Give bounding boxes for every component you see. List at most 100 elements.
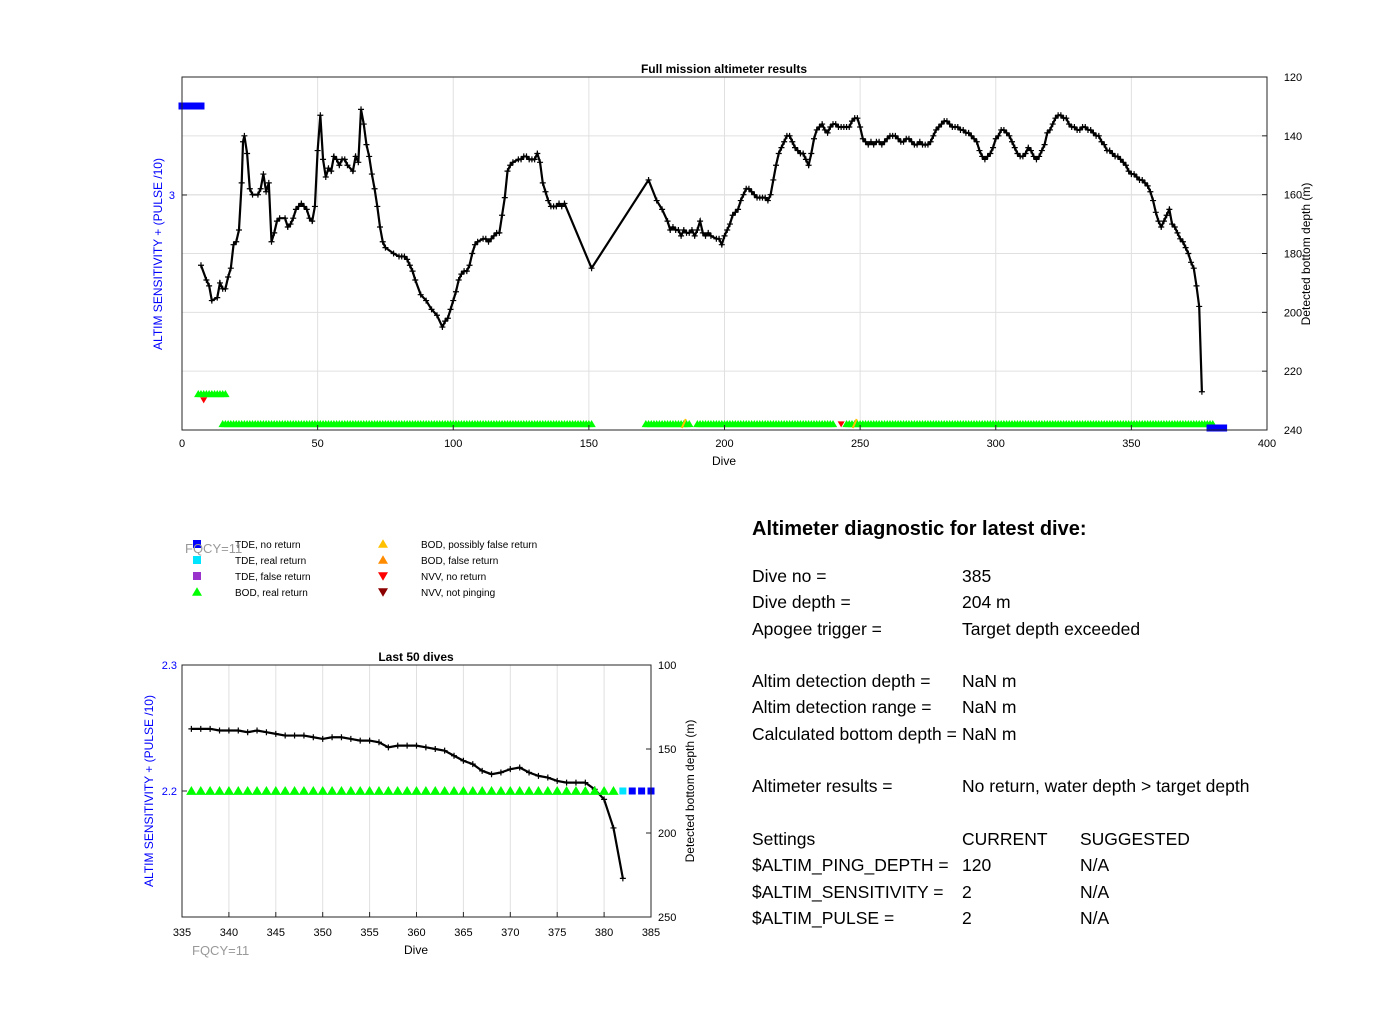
bottom-x-tick-label: 370 xyxy=(501,927,519,939)
bottom-x-tick-label: 350 xyxy=(314,927,332,939)
legend-label: NVV, no return xyxy=(421,572,486,583)
bottom-right-tick-label: 250 xyxy=(658,912,676,924)
legend-marker xyxy=(378,539,388,548)
bottom-x-tick-label: 335 xyxy=(173,927,191,939)
top-x-tick-label: 350 xyxy=(1122,438,1140,450)
dive-no-label: Dive no = xyxy=(752,566,827,586)
tde-no-return-marker xyxy=(1220,424,1228,432)
bod-real-return-marker xyxy=(336,786,347,795)
setting-current: 2 xyxy=(962,907,972,928)
suggested-header: SUGGESTED xyxy=(1080,828,1190,849)
setting-row: $ALTIM_SENSITIVITY = 2 N/A xyxy=(752,879,1372,905)
bod-real-return-marker xyxy=(458,786,469,795)
bod-real-return-marker xyxy=(355,786,366,795)
bod-real-return-marker xyxy=(364,786,375,795)
legend-label: TDE, false return xyxy=(235,572,311,583)
bod-real-return-marker xyxy=(542,786,554,795)
results-label: Altimeter results = xyxy=(752,776,893,797)
bod-real-return-marker xyxy=(587,420,596,428)
fqcy-label: FQCY=11 xyxy=(192,943,249,958)
top-x-tick-label: 0 xyxy=(179,438,185,450)
top-x-tick-label: 250 xyxy=(851,438,869,450)
diagnostic-panel: Altimeter diagnostic for latest dive: Di… xyxy=(752,518,1372,931)
bottom-x-tick-label: 375 xyxy=(548,927,566,939)
legend-marker xyxy=(193,556,201,564)
apogee-label: Apogee trigger = xyxy=(752,618,882,639)
top-x-tick-label: 300 xyxy=(987,438,1005,450)
fqcy-label-legend: FQCY=11 xyxy=(185,541,242,556)
legend-label: BOD, possibly false return xyxy=(421,540,537,551)
top-x-tick-label: 400 xyxy=(1258,438,1276,450)
setting-name: $ALTIM_SENSITIVITY = xyxy=(752,881,944,902)
bottom-depth-line xyxy=(199,109,1203,392)
setting-current: 2 xyxy=(962,881,972,902)
legend-label: TDE, real return xyxy=(235,556,306,567)
bod-real-return-marker xyxy=(270,786,281,795)
bod-real-return-marker xyxy=(561,786,572,795)
bottom-x-tick-label: 380 xyxy=(595,927,613,939)
full-mission-chart: 0 50 100 150 200 250 300 350 400 120 140 160 180 200 2… xyxy=(151,62,1313,468)
bod-real-return-marker xyxy=(467,786,478,795)
top-left-axis-label: ALTIM SENSITIVITY + (PULSE /10) xyxy=(151,158,165,350)
top-right-tick-label: 140 xyxy=(1284,131,1302,143)
spacer xyxy=(752,800,1372,826)
top-right-tick-label: 220 xyxy=(1284,366,1302,378)
tde-marker xyxy=(619,787,627,795)
legend-marker xyxy=(193,572,201,580)
bod-real-return-marker xyxy=(439,786,450,795)
dive-depth-row: Dive depth = 204 m xyxy=(752,589,1372,615)
bod-real-return-marker xyxy=(476,786,488,795)
detection-depth-value: NaN m xyxy=(962,671,1017,692)
legend-marker xyxy=(192,587,202,596)
bod-real-return-marker xyxy=(401,786,413,795)
bod-real-return-marker xyxy=(186,786,197,795)
calc-bottom-depth-row: Calculated bottom depth = NaN m xyxy=(752,721,1372,747)
bod-real-return-marker xyxy=(448,786,460,795)
bod-real-return-marker xyxy=(514,786,525,795)
bod-real-return-marker xyxy=(251,786,263,795)
bod-real-return-marker xyxy=(242,786,253,795)
bottom-chart-title: Last 50 dives xyxy=(378,650,454,664)
bod-real-return-marker xyxy=(420,786,432,795)
top-marks xyxy=(178,102,1228,432)
bottom-marks xyxy=(186,725,655,882)
bod-real-return-marker xyxy=(598,786,610,795)
bottom-x-tick-label: 340 xyxy=(220,927,238,939)
top-x-tick-label: 100 xyxy=(444,438,462,450)
legend-marker xyxy=(193,540,201,548)
bod-real-return-marker xyxy=(233,786,244,795)
bod-real-return-marker xyxy=(411,786,422,795)
setting-current: 120 xyxy=(962,855,992,876)
legend-marker xyxy=(378,572,388,581)
bottom-right-tick-label: 150 xyxy=(658,744,676,756)
bod-real-return-marker xyxy=(580,786,591,795)
top-right-tick-label: 200 xyxy=(1284,307,1302,319)
legend-marker xyxy=(378,588,388,597)
tde-marker xyxy=(638,787,646,795)
bod-real-return-marker xyxy=(523,786,535,795)
bottom-x-tick-label: 360 xyxy=(407,927,425,939)
bod-real-return-marker xyxy=(279,786,291,795)
bottom-depth-markers xyxy=(197,106,1205,395)
bod-possibly-false-marker xyxy=(851,418,858,429)
bottom-left-tick-label: 2.2 xyxy=(162,786,177,798)
legend-label: TDE, no return xyxy=(235,540,301,551)
calc-bottom-depth-value: NaN m xyxy=(962,723,1017,744)
bod-real-return-marker xyxy=(214,786,225,795)
bottom-right-tick-label: 200 xyxy=(658,828,676,840)
tde-marker xyxy=(628,787,636,795)
bod-real-return-marker xyxy=(495,786,507,795)
bottom-x-tick-label: 355 xyxy=(360,927,378,939)
bod-real-return-marker xyxy=(289,786,300,795)
nvv-no-return-marker xyxy=(837,421,845,428)
bod-real-return-marker xyxy=(392,786,403,795)
tde-no-return-marker xyxy=(197,102,205,110)
bod-real-return-marker xyxy=(486,786,497,795)
bod-possibly-false-marker xyxy=(680,418,687,429)
bod-real-return-marker xyxy=(345,786,357,795)
legend-marker xyxy=(378,555,388,564)
bod-real-return-marker xyxy=(373,786,385,795)
bod-real-return-marker xyxy=(828,420,838,428)
calc-bottom-depth-label: Calculated bottom depth = xyxy=(752,723,957,744)
